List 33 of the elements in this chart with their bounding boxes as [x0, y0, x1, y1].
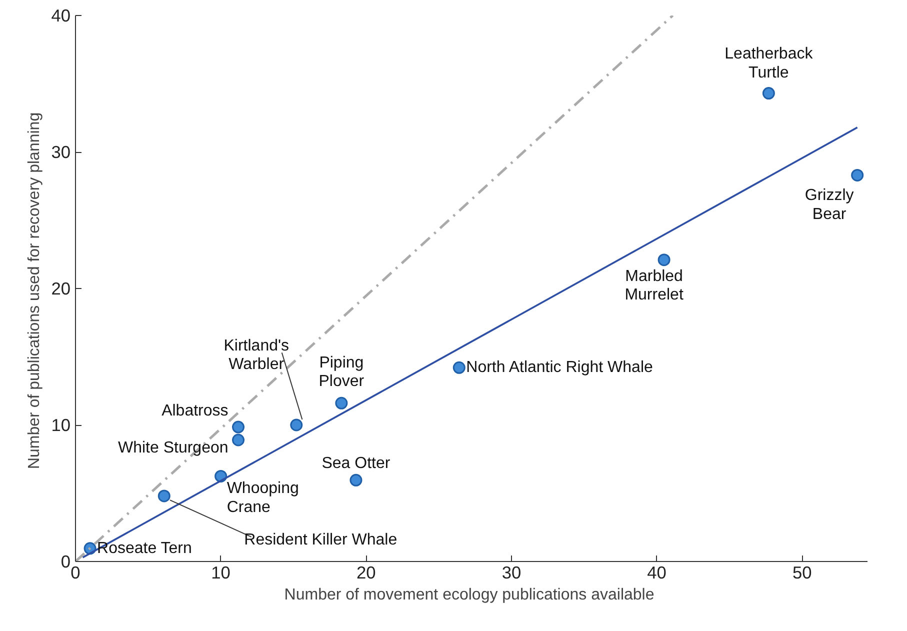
- annotation: Roseate Tern: [97, 540, 192, 557]
- x-axis-title: Number of movement ecology publications available: [284, 586, 654, 604]
- y-tick-label: 20: [51, 278, 71, 298]
- annotation: Grizzly Bear: [804, 187, 854, 223]
- y-tick-label: 40: [51, 6, 71, 26]
- point: [232, 434, 245, 446]
- annotation: Piping Plover: [318, 354, 365, 390]
- annotation: Kirtland's Warbler: [224, 337, 290, 373]
- point: [762, 87, 775, 100]
- x-tick-label: 30: [502, 562, 522, 582]
- point: [350, 474, 362, 486]
- point: [290, 418, 303, 432]
- point: [158, 490, 170, 502]
- annotation: Resident Killer Whale: [244, 531, 398, 548]
- annotation: Leatherback Turtle: [724, 46, 814, 82]
- y-tick-label: 30: [51, 142, 71, 162]
- annotation: White Sturgeon: [118, 440, 228, 457]
- x-tick-label: 10: [211, 562, 230, 582]
- point: [452, 361, 466, 374]
- annotation: Whooping Crane: [226, 480, 299, 516]
- x-tick-label: 40: [647, 562, 666, 582]
- annotation: Sea Otter: [322, 455, 391, 472]
- annotation: Albatross: [162, 402, 228, 420]
- point: [658, 254, 670, 266]
- point: [335, 396, 348, 410]
- point: [232, 420, 245, 434]
- x-tick-label: 20: [356, 562, 376, 582]
- x-tick-label: 50: [792, 562, 812, 582]
- annotation: Marbled Murrelet: [624, 268, 684, 304]
- y-axis-title: Number of publications used for recovery planning: [26, 112, 44, 470]
- annotation: North Atlantic Right Whale: [466, 359, 653, 376]
- point: [851, 168, 864, 182]
- y-tick-label: 10: [51, 415, 71, 435]
